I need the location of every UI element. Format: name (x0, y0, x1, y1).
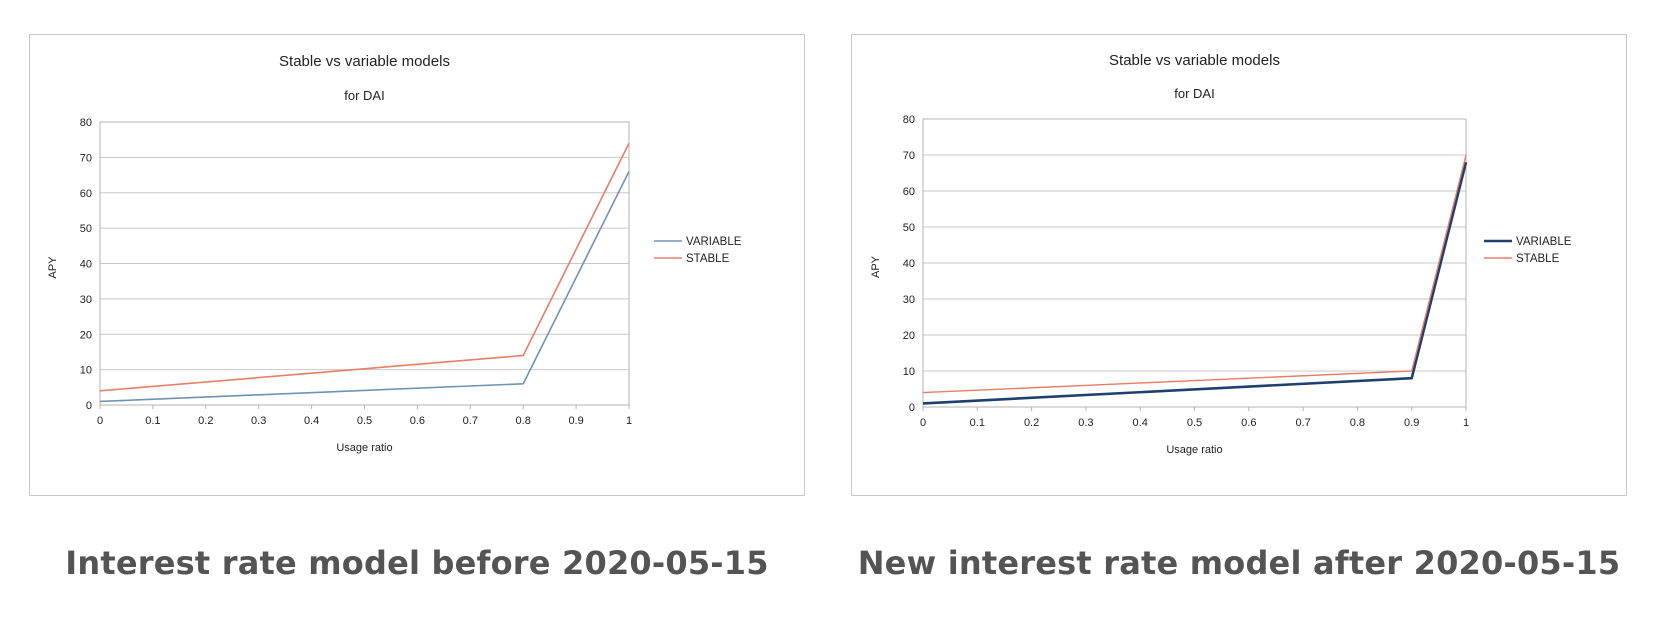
legend: VARIABLE STABLE (654, 236, 742, 265)
series-line-variable (99, 171, 630, 403)
y-tick-label: 0 (86, 400, 92, 412)
y-tick-label: 40 (903, 258, 915, 270)
grid-lines (100, 121, 629, 371)
x-tick-label: 0.5 (1187, 417, 1202, 429)
y-tick-label: 20 (903, 330, 915, 342)
y-axis-label: APY (47, 256, 59, 279)
x-tick-label: 0.6 (410, 415, 425, 427)
series-line-variable (922, 161, 1468, 405)
chart-subtitle: for DAI (1174, 86, 1214, 101)
x-tick-label: 0.7 (1295, 417, 1310, 429)
chart-before: Stable vs variable models for DAI Usage … (47, 53, 742, 454)
x-tick-label: 0.8 (1350, 417, 1365, 429)
x-tick-label: 0.6 (1241, 417, 1256, 429)
y-axis-label: APY (870, 255, 882, 278)
x-tick-label: 0.4 (304, 415, 319, 427)
series-lines (99, 142, 630, 403)
x-tick-label: 0.2 (198, 415, 213, 427)
x-tick-label: 0.9 (1404, 417, 1419, 429)
x-tick-label: 0.1 (145, 415, 160, 427)
y-tick-label: 60 (903, 186, 915, 198)
legend-label-variable: VARIABLE (686, 236, 742, 248)
y-tick-label: 60 (80, 188, 92, 200)
y-tick-label: 40 (80, 259, 92, 271)
x-tick-label: 0 (97, 415, 103, 427)
x-tick-label: 1 (1463, 417, 1469, 429)
x-tick-label: 0.8 (516, 415, 531, 427)
y-tick-label: 50 (903, 222, 915, 234)
x-axis-label: Usage ratio (336, 442, 392, 454)
y-tick-label: 80 (903, 114, 915, 126)
caption-before: Interest rate model before 2020-05-15 (65, 544, 769, 582)
y-tick-label: 10 (80, 365, 92, 377)
tick-labels: 0 10 20 30 40 50 60 70 80 0 0.1 0.2 0.3 0.4 0.5 0.6 0.7 0… (903, 114, 1469, 429)
x-tick-label: 0.2 (1024, 417, 1039, 429)
legend-label-stable: STABLE (686, 253, 730, 265)
y-tick-label: 30 (80, 294, 92, 306)
series-line-stable (922, 154, 1467, 394)
y-tick-label: 0 (909, 402, 915, 414)
axes (99, 121, 630, 409)
tick-labels: 0 10 20 30 40 50 60 70 80 0 0.1 0.2 0.3 0.4 0.5 0.6 0.7 0… (80, 117, 632, 427)
x-tick-label: 0.4 (1133, 417, 1148, 429)
chart-after: Stable vs variable models for DAI Usage … (870, 52, 1572, 456)
chart-title: Stable vs variable models (279, 53, 450, 70)
y-tick-label: 80 (80, 117, 92, 129)
legend: VARIABLE STABLE (1484, 236, 1572, 265)
grid-lines (923, 118, 1466, 372)
legend-label-variable: VARIABLE (1516, 236, 1572, 248)
caption-after: New interest rate model after 2020-05-15 (857, 544, 1621, 582)
chart-panel-after: Stable vs variable models for DAI Usage … (851, 34, 1627, 496)
plot-area-border (99, 121, 630, 406)
chart-panel-before: Stable vs variable models for DAI Usage … (29, 34, 805, 496)
series-line-stable (99, 142, 630, 392)
y-tick-label: 50 (80, 223, 92, 235)
chart-subtitle: for DAI (344, 88, 384, 103)
x-tick-label: 0.7 (463, 415, 478, 427)
x-tick-label: 0.3 (1078, 417, 1093, 429)
y-tick-label: 30 (903, 294, 915, 306)
x-tick-label: 0.5 (357, 415, 372, 427)
chart-title: Stable vs variable models (1109, 52, 1280, 69)
y-tick-label: 70 (903, 150, 915, 162)
legend-label-stable: STABLE (1516, 253, 1560, 265)
x-tick-label: 0 (920, 417, 926, 429)
series-lines (922, 154, 1468, 405)
y-tick-label: 70 (80, 152, 92, 164)
axes (922, 118, 1467, 411)
x-tick-label: 0.1 (970, 417, 985, 429)
plot-area-border (922, 118, 1467, 408)
x-tick-label: 0.9 (568, 415, 583, 427)
y-tick-label: 10 (903, 366, 915, 378)
x-axis-label: Usage ratio (1166, 444, 1222, 456)
x-tick-label: 0.3 (251, 415, 266, 427)
x-tick-label: 1 (626, 415, 632, 427)
y-tick-label: 20 (80, 329, 92, 341)
